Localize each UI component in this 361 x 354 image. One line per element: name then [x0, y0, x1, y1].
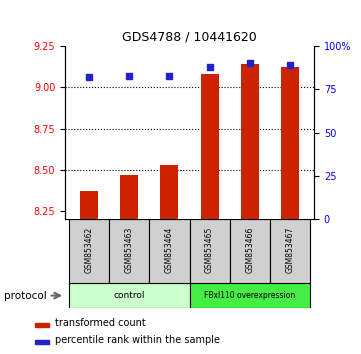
Text: percentile rank within the sample: percentile rank within the sample [55, 335, 219, 345]
Bar [35, 322, 49, 327]
Bar [201, 74, 219, 219]
Bar [69, 283, 190, 308]
Point [207, 64, 213, 70]
Title: GDS4788 / 10441620: GDS4788 / 10441620 [122, 30, 257, 44]
Text: GSM853464: GSM853464 [165, 227, 174, 273]
Bar [241, 64, 259, 219]
Bar [80, 192, 98, 219]
Bar [190, 283, 310, 308]
Bar [281, 68, 299, 219]
Point [166, 73, 172, 78]
Bar [190, 219, 230, 283]
Bar [230, 219, 270, 283]
Text: transformed count: transformed count [55, 318, 145, 328]
Text: control: control [113, 291, 145, 300]
Text: protocol: protocol [4, 291, 46, 301]
Bar [69, 219, 109, 283]
Bar [109, 219, 149, 283]
Text: GSM853463: GSM853463 [125, 227, 134, 273]
Bar [120, 175, 138, 219]
Point [86, 74, 92, 80]
Bar [270, 219, 310, 283]
Text: GSM853466: GSM853466 [245, 227, 254, 273]
Bar [160, 165, 178, 219]
Bar [35, 339, 49, 344]
Text: GSM853467: GSM853467 [286, 227, 295, 273]
Text: GSM853462: GSM853462 [84, 227, 93, 273]
Text: FBxl110 overexpression: FBxl110 overexpression [204, 291, 295, 300]
Text: GSM853465: GSM853465 [205, 227, 214, 273]
Point [126, 73, 132, 78]
Point [287, 62, 293, 68]
Bar [149, 219, 190, 283]
Point [247, 61, 253, 66]
